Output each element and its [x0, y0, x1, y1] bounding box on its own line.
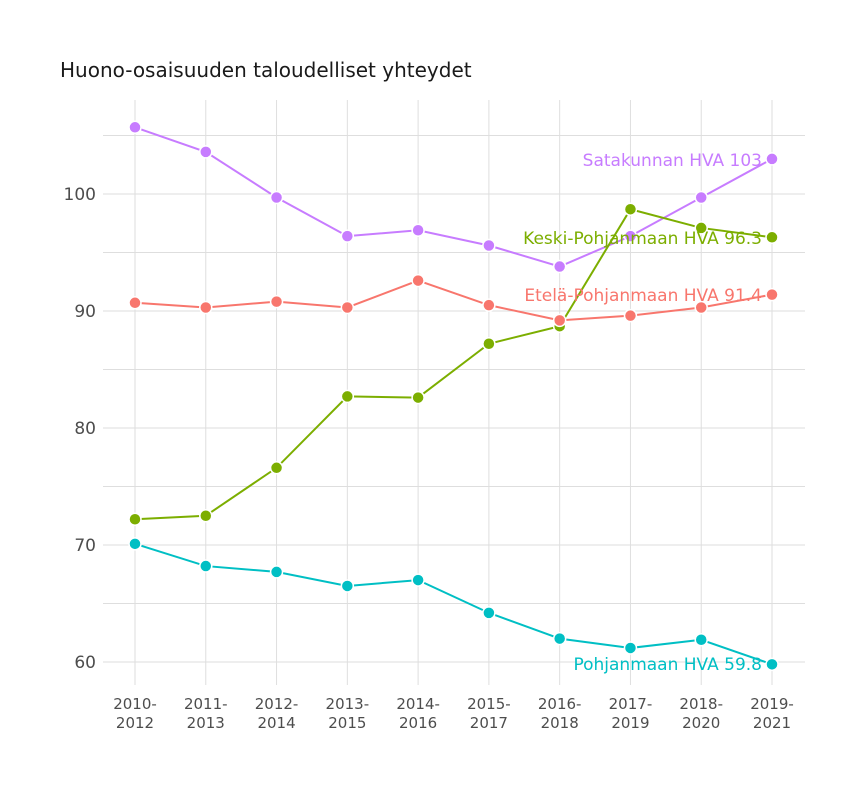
series-end-label: Satakunnan HVA 103: [583, 151, 762, 171]
data-point: [340, 579, 355, 593]
series-end-label: Pohjanmaan HVA 59.8: [573, 655, 762, 675]
data-point: [269, 461, 284, 475]
x-tick-label: 2012-2014: [255, 695, 299, 732]
data-point: [128, 537, 142, 551]
y-tick-label: 90: [74, 302, 96, 322]
x-tick-label: 2014-2016: [396, 695, 440, 732]
data-point: [411, 273, 425, 288]
data-point: [694, 190, 708, 205]
data-point: [623, 641, 638, 655]
series-labels: Satakunnan HVA 103 Keski-Pohjanmaan HVA 9…: [523, 151, 762, 675]
data-point: [552, 313, 567, 328]
series-satakunnan-hva: [128, 120, 779, 274]
data-point: [128, 512, 142, 527]
data-point: [199, 559, 213, 573]
data-point: [765, 287, 779, 302]
data-point: [199, 145, 213, 159]
data-point: [128, 296, 142, 310]
data-point: [199, 509, 213, 523]
x-tick-label: 2013-2015: [326, 695, 370, 732]
y-axis-ticks: 60 70 80 90 100: [64, 185, 96, 673]
data-point: [623, 229, 638, 243]
series-lines: [128, 120, 779, 672]
x-tick-label: 2016-2018: [538, 695, 582, 732]
data-point: [765, 657, 779, 672]
x-tick-label: 2018-2020: [679, 695, 723, 732]
data-point: [269, 190, 284, 205]
data-point: [128, 120, 142, 135]
data-point: [411, 223, 425, 238]
series-pohjanmaan-hva: [128, 537, 779, 672]
data-point: [340, 300, 355, 315]
data-point: [269, 294, 284, 309]
y-tick-label: 60: [74, 653, 96, 673]
x-tick-label: 2015-2017: [467, 695, 511, 732]
x-tick-label: 2019-2021: [750, 695, 794, 732]
data-point: [269, 565, 284, 579]
data-point: [482, 606, 496, 620]
data-point: [765, 230, 779, 245]
data-point: [765, 152, 779, 166]
data-point: [623, 202, 638, 216]
data-point: [482, 337, 496, 351]
x-axis-ticks: 2010-2012 2011-2013 2012-2014 2013-2015 2014…: [113, 695, 794, 732]
x-tick-label: 2017-2019: [609, 695, 653, 732]
data-point: [694, 300, 708, 315]
y-tick-label: 70: [74, 536, 96, 556]
data-point: [694, 221, 708, 235]
chart-title: Huono-osaisuuden taloudelliset yhteydet: [60, 58, 472, 82]
data-point: [482, 238, 496, 253]
x-tick-label: 2011-2013: [184, 695, 228, 732]
series-end-label: Etelä-Pohjanmaan HVA 91.4: [524, 286, 762, 306]
data-point: [552, 631, 567, 646]
x-tick-label: 2010-2012: [113, 695, 157, 732]
data-point: [340, 389, 355, 404]
data-point: [411, 390, 425, 405]
data-point: [411, 573, 425, 587]
series-end-label: Keski-Pohjanmaan HVA 96.3: [523, 229, 762, 249]
data-point: [552, 259, 567, 274]
data-point: [623, 308, 638, 323]
y-tick-label: 100: [64, 185, 96, 205]
data-point: [482, 298, 496, 312]
data-point: [199, 300, 213, 315]
series-etel-pohjanmaan-hva: [128, 273, 779, 328]
data-point: [340, 229, 355, 243]
y-tick-label: 80: [74, 419, 96, 439]
series-keski-pohjanmaan-hva: [128, 202, 779, 527]
data-point: [694, 633, 708, 647]
